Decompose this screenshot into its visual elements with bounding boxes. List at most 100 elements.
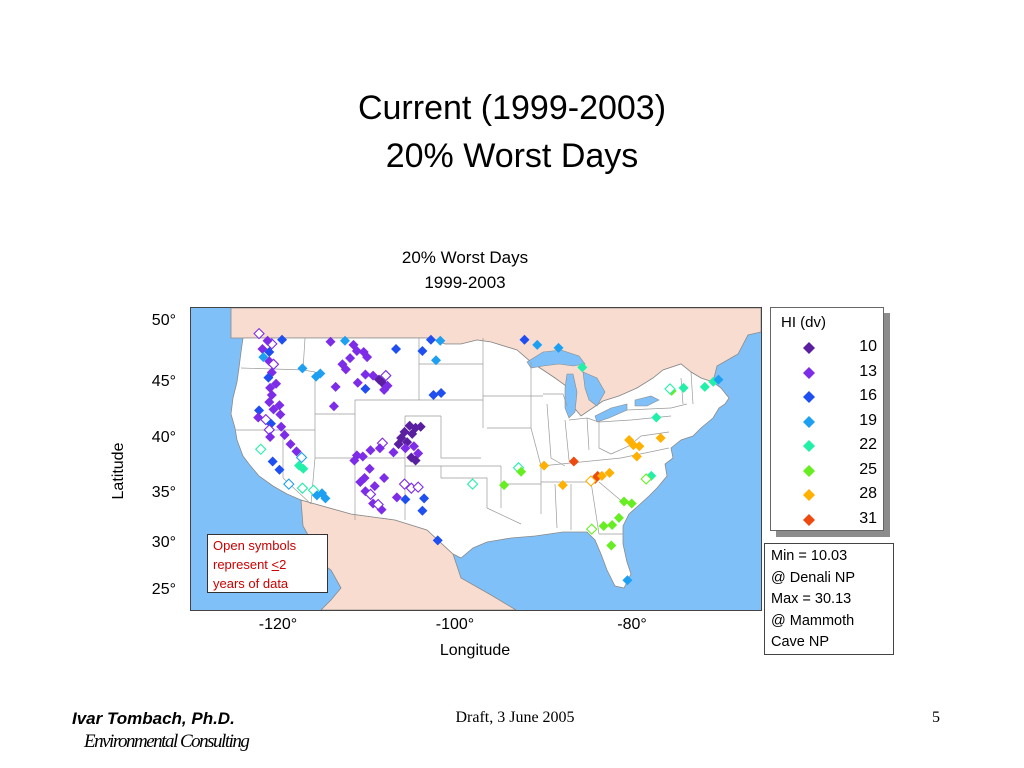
site-marker — [432, 535, 443, 546]
site-marker — [277, 334, 288, 345]
legend-diamond — [803, 415, 815, 428]
site-marker — [568, 456, 579, 467]
legend-title: HI (dv) — [781, 314, 826, 331]
site-marker — [285, 439, 296, 450]
legend-marker — [803, 489, 815, 501]
site-marker-open — [466, 478, 479, 490]
slide-title-line1: Current (1999-2003) — [357, 89, 667, 127]
site-marker — [604, 467, 615, 478]
site-marker-open — [640, 473, 652, 485]
site-marker — [598, 521, 609, 532]
site-marker — [275, 409, 286, 420]
site-marker-open — [585, 475, 597, 487]
site-marker — [330, 381, 341, 392]
site-marker — [399, 426, 410, 437]
stats-min-site: @ Denali NP — [771, 569, 856, 586]
site-marker — [391, 343, 402, 354]
legend-value: 10 — [859, 338, 877, 355]
site-marker-open — [296, 482, 309, 494]
site-marker — [436, 387, 447, 398]
site-marker — [431, 355, 442, 366]
site-marker — [355, 477, 366, 488]
legend-diamond — [803, 440, 815, 452]
legend-item-13: 13 — [771, 361, 883, 385]
legend-diamond — [803, 366, 815, 379]
legend-value: 13 — [859, 362, 877, 380]
legend-diamond — [803, 489, 815, 501]
legend-value: 16 — [859, 387, 877, 404]
site-marker — [415, 421, 426, 432]
chart-subtitle: 1999-2003 — [424, 273, 506, 292]
site-marker — [297, 363, 308, 374]
site-marker-open — [295, 451, 308, 464]
site-marker — [619, 496, 630, 507]
legend-marker — [803, 464, 815, 477]
site-marker — [365, 445, 376, 456]
site-marker — [516, 466, 527, 477]
legend-diamond — [803, 464, 815, 477]
site-marker — [274, 400, 285, 411]
site-marker — [265, 431, 276, 442]
site-marker-open — [253, 327, 265, 340]
site-marker — [499, 480, 510, 491]
lake-michigan — [564, 373, 578, 419]
site-marker — [279, 429, 290, 440]
site-marker — [607, 520, 618, 531]
legend-marker — [803, 366, 815, 379]
y-tick-25: 25° — [151, 581, 176, 598]
legend-value: 31 — [859, 509, 877, 527]
site-marker — [622, 575, 633, 586]
site-marker — [351, 345, 362, 356]
site-marker — [624, 435, 635, 446]
site-marker — [400, 494, 411, 505]
x-tick-80: -80° — [617, 616, 647, 633]
site-marker — [391, 492, 402, 503]
site-marker — [271, 378, 282, 389]
site-marker — [557, 480, 568, 491]
site-marker — [428, 390, 439, 401]
legend-item-31: 31 — [771, 508, 883, 532]
site-marker — [376, 504, 387, 515]
site-marker-open — [364, 488, 377, 501]
site-marker — [379, 472, 390, 483]
y-tick-30: 30° — [151, 534, 176, 551]
legend-item-25: 25 — [771, 459, 883, 483]
site-marker — [258, 352, 269, 363]
site-marker — [315, 368, 326, 379]
site-marker — [577, 362, 588, 373]
site-marker — [276, 421, 287, 432]
site-marker — [388, 447, 399, 458]
site-marker — [417, 345, 428, 356]
site-marker — [651, 412, 662, 423]
site-marker-open — [412, 481, 424, 493]
site-marker — [291, 446, 302, 457]
site-marker — [369, 481, 380, 492]
slide-title-line2: 20% Worst Days — [385, 137, 639, 175]
site-marker — [631, 451, 642, 462]
site-marker — [613, 512, 624, 523]
site-marker — [267, 456, 278, 467]
site-marker — [360, 383, 371, 394]
y-axis-label: Latitude — [110, 442, 127, 500]
site-marker — [265, 382, 276, 393]
site-marker — [339, 335, 350, 346]
site-marker — [311, 490, 322, 501]
legend-marker — [803, 342, 815, 354]
legend: HI (dv) 10 13 16 19 22 25 28 31 — [770, 307, 884, 531]
footer-page-number: 5 — [932, 709, 940, 726]
site-marker — [263, 372, 274, 383]
legend-diamond — [803, 342, 815, 354]
note-line2-prefix: represent — [213, 557, 272, 572]
y-tick-35: 35° — [151, 484, 176, 501]
site-marker-open — [398, 478, 411, 490]
site-marker — [553, 342, 564, 353]
legend-marker — [803, 415, 815, 428]
site-marker — [362, 352, 373, 363]
footer-organization: Environmental Consulting — [84, 731, 250, 752]
site-marker — [348, 339, 359, 350]
site-marker-open — [380, 369, 392, 382]
footer-draft-date: Draft, 3 June 2005 — [455, 709, 575, 726]
site-marker — [419, 493, 430, 504]
stats-max: Max = 30.13 — [771, 591, 852, 607]
legend-value: 19 — [859, 411, 877, 429]
